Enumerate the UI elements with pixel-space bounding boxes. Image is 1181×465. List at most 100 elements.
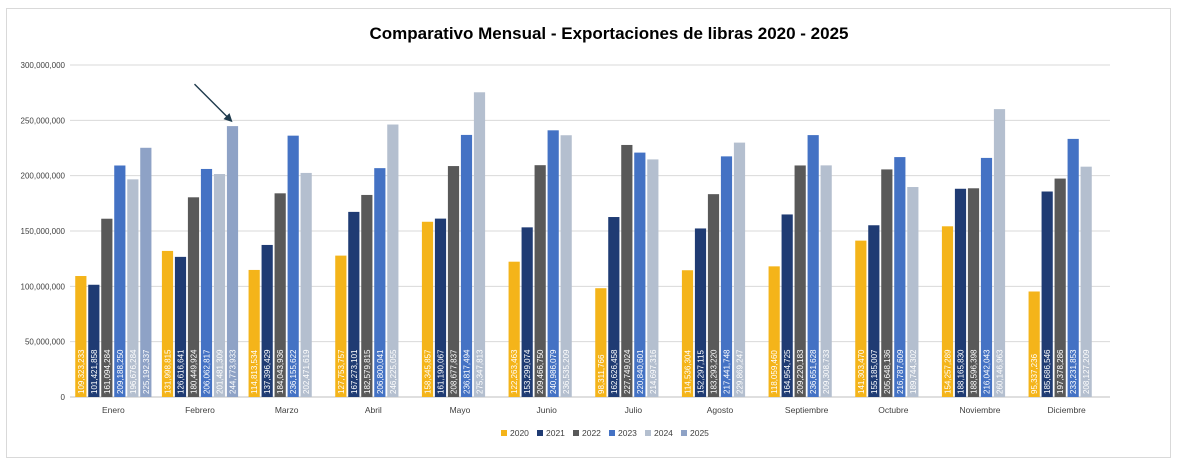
data-label: 216,787,609 (896, 349, 905, 394)
data-label: 131,998,815 (164, 349, 173, 394)
data-label: 206,800,041 (376, 349, 385, 394)
bar-2020-abril (335, 255, 347, 397)
bar-2024-mayo (473, 92, 486, 398)
data-label: 101,421,858 (90, 349, 99, 394)
data-label: 98,311,766 (597, 354, 606, 394)
x-tick-label: Abril (365, 405, 382, 415)
arrow-head-icon (223, 113, 233, 123)
data-label: 114,536,304 (684, 350, 693, 394)
data-label: 126,616,641 (177, 349, 186, 394)
data-label: 152,297,115 (697, 350, 706, 394)
data-label: 114,813,534 (250, 350, 259, 394)
bar-2023-agosto (720, 156, 733, 397)
bar-2021-junio (521, 227, 533, 397)
data-label: 188,596,398 (970, 349, 979, 394)
data-label: 188,165,830 (957, 349, 966, 394)
data-label: 183,293,220 (710, 349, 719, 394)
data-label: 240,986,079 (549, 349, 558, 394)
data-label: 184,043,936 (276, 349, 285, 394)
bar-2021-mayo (434, 218, 447, 397)
legend-label-2024: 2024 (654, 428, 673, 438)
bar-2020-febrero (161, 250, 174, 397)
data-label: 127,753,757 (337, 349, 346, 394)
bar-2022-julio (621, 144, 633, 397)
x-tick-label: Enero (102, 405, 125, 415)
data-label: 244,773,933 (229, 349, 238, 394)
bar-2022-enero (101, 218, 113, 397)
data-label: 95,337,236 (1030, 353, 1039, 394)
bar-2021-noviembre (954, 188, 967, 397)
legend-label-2025: 2025 (690, 428, 709, 438)
bar-2021-enero (88, 284, 100, 397)
y-tick-label: 0 (61, 393, 66, 402)
data-label: 229,869,247 (736, 349, 745, 394)
data-label: 161,190,067 (437, 349, 446, 394)
data-label: 205,648,136 (883, 349, 892, 394)
y-tick-label: 50,000,000 (25, 338, 66, 347)
bar-2024-julio (647, 159, 659, 397)
bar-2020-mayo (421, 221, 434, 397)
data-label: 209,220,183 (796, 349, 805, 394)
x-tick-label: Febrero (185, 405, 215, 415)
data-label: 214,697,316 (649, 349, 658, 394)
bar-2021-julio (608, 217, 620, 397)
bar-2023-julio (634, 152, 646, 397)
legend-swatch-2020 (501, 430, 507, 436)
bar-2024-enero (127, 179, 139, 397)
data-label: 208,127,209 (1082, 349, 1091, 394)
data-label: 236,535,209 (562, 349, 571, 394)
bar-2024-marzo (300, 172, 312, 397)
gridlines (70, 64, 1110, 398)
data-label: 141,303,470 (857, 349, 866, 394)
data-label: 154,257,289 (944, 349, 953, 394)
bar-2020-noviembre (941, 226, 954, 397)
annotation-arrow (194, 83, 233, 123)
bars: 109,323,233 101,421,858 161,094,284 209,188… (75, 92, 1092, 398)
x-axis: Enero Febrero Marzo Abril Mayo Junio Julio Agos… (102, 405, 1086, 415)
legend-label-2023: 2023 (618, 428, 637, 438)
data-label: 233,231,853 (1069, 349, 1078, 394)
x-tick-label: Diciembre (1048, 405, 1087, 415)
data-label: 162,626,458 (610, 349, 619, 394)
bar-2020-marzo (248, 269, 260, 397)
data-label: 236,155,622 (289, 349, 298, 394)
data-label: 260,146,963 (996, 349, 1005, 394)
bar-2022-marzo (274, 193, 286, 397)
bar-2023-noviembre (980, 157, 993, 397)
data-label: 220,840,601 (636, 349, 645, 394)
bar-2023-junio (547, 130, 559, 397)
data-label: 122,263,463 (510, 349, 519, 394)
bar-2022-junio (534, 165, 546, 397)
data-label: 109,323,233 (77, 349, 86, 394)
data-label: 197,378,286 (1056, 349, 1065, 394)
bar-2023-marzo (287, 135, 299, 397)
y-axis: 0 50,000,000 100,000,000 150,000,000 200,000… (21, 61, 66, 402)
y-tick-label: 200,000,000 (21, 172, 66, 181)
data-label: 118,059,460 (770, 350, 779, 394)
bar-2020-diciembre (1028, 291, 1040, 397)
bar-2023-abril (374, 168, 386, 397)
bar-2022-noviembre (967, 188, 980, 397)
bar-2023-diciembre (1067, 138, 1079, 397)
bar-2022-mayo (447, 166, 460, 397)
data-label: 208,677,837 (450, 349, 459, 394)
data-label: 209,466,750 (536, 349, 545, 394)
x-tick-label: Noviembre (959, 405, 1000, 415)
legend-swatch-2024 (645, 430, 651, 436)
y-tick-label: 100,000,000 (21, 282, 66, 291)
data-label: 182,579,815 (363, 349, 372, 394)
x-tick-label: Octubre (878, 405, 909, 415)
data-label: 155,185,007 (870, 349, 879, 394)
x-tick-label: Septiembre (785, 405, 829, 415)
data-label: 167,273,101 (350, 349, 359, 394)
bar-2022-agosto (707, 194, 720, 397)
data-label: 164,954,725 (783, 349, 792, 394)
bar-2021-diciembre (1041, 191, 1053, 397)
bar-2023-septiembre (807, 135, 819, 397)
x-tick-label: Mayo (450, 405, 471, 415)
bar-2020-agosto (681, 270, 694, 397)
bar-2023-octubre (894, 157, 906, 397)
bar-2022-abril (361, 194, 373, 397)
bar-2021-septiembre (781, 214, 793, 397)
